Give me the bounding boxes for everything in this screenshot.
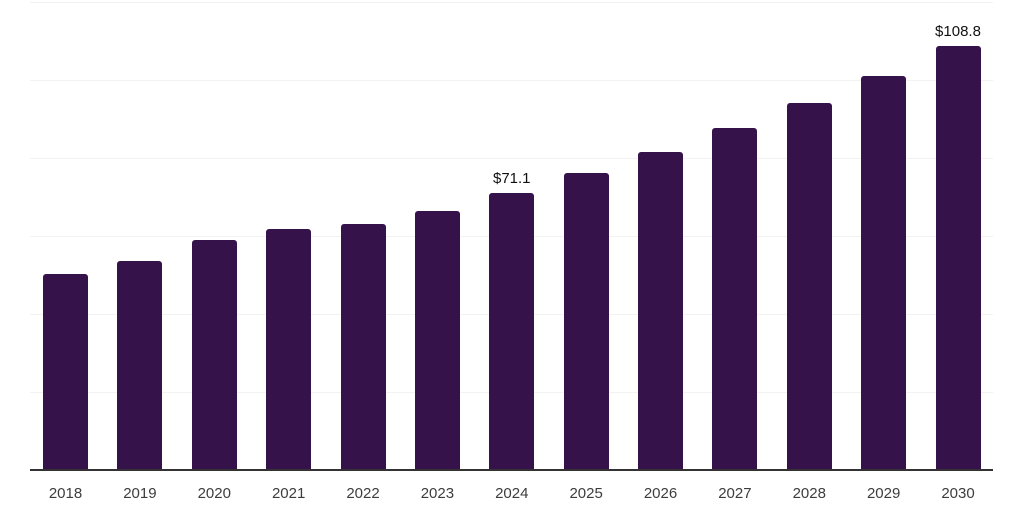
bar (266, 229, 312, 470)
bar (414, 211, 460, 470)
bar (638, 152, 683, 470)
x-axis-label: 2028 (792, 485, 826, 502)
bar (43, 274, 88, 470)
bar (191, 240, 237, 470)
x-axis-label: 2020 (197, 485, 231, 502)
x-axis-label: 2023 (420, 485, 455, 502)
bar (861, 76, 907, 470)
bar (489, 193, 535, 470)
bar (117, 261, 163, 470)
x-axis-label: 2024 (495, 485, 529, 502)
gridline (30, 158, 993, 159)
x-axis-label: 2018 (48, 485, 83, 502)
x-axis-label: 2019 (123, 485, 157, 502)
value-label: $71.1 (492, 169, 531, 187)
gridline (30, 2, 993, 3)
bar (712, 128, 758, 470)
x-axis-label: 2030 (941, 485, 975, 502)
bar (563, 173, 609, 470)
x-axis-label: 2021 (271, 485, 306, 502)
value-label: $108.8 (935, 22, 981, 40)
bar (935, 46, 981, 470)
x-axis-label: 2022 (346, 485, 380, 502)
x-axis-label: 2029 (866, 485, 901, 502)
x-axis-label: 2026 (643, 485, 678, 502)
x-axis-label: 2025 (569, 485, 603, 502)
x-axis-label: 2027 (718, 485, 752, 502)
gridline (30, 80, 993, 81)
x-axis-line (30, 469, 993, 471)
bar (786, 103, 832, 470)
bar (340, 224, 386, 470)
